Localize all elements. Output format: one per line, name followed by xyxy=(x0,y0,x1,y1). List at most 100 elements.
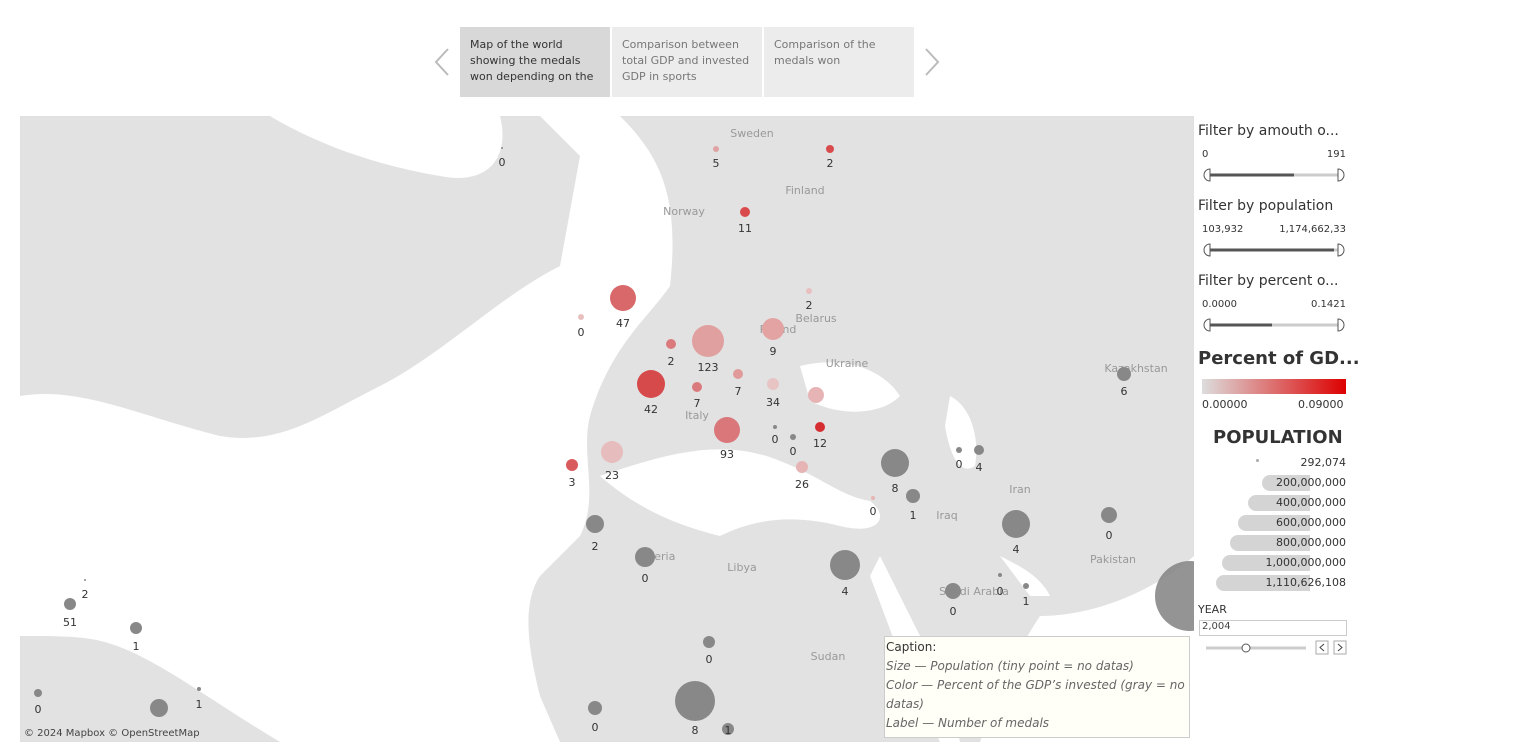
marker[interactable] xyxy=(806,288,812,294)
medal-label: 1 xyxy=(196,698,203,711)
marker[interactable] xyxy=(1155,561,1194,631)
range-slider[interactable] xyxy=(1200,317,1350,333)
caption-title: Caption: xyxy=(886,640,937,654)
marker[interactable] xyxy=(64,598,76,610)
marker[interactable] xyxy=(945,583,961,599)
medal-label: 123 xyxy=(698,361,719,374)
marker[interactable] xyxy=(84,579,86,581)
marker[interactable] xyxy=(601,441,623,463)
country-label: Iran xyxy=(1009,483,1031,496)
medal-label: 0 xyxy=(706,653,713,666)
marker[interactable] xyxy=(733,369,743,379)
marker[interactable] xyxy=(1101,507,1117,523)
marker[interactable] xyxy=(566,459,578,471)
medal-label: 0 xyxy=(772,433,779,446)
marker[interactable] xyxy=(881,449,909,477)
country-label: Pakistan xyxy=(1090,553,1136,566)
marker[interactable] xyxy=(714,417,740,443)
country-label: Finland xyxy=(785,184,824,197)
country-label: Sudan xyxy=(811,650,846,663)
marker[interactable] xyxy=(773,425,777,429)
filter-min: 0 xyxy=(1202,149,1209,160)
marker[interactable] xyxy=(871,496,875,500)
medal-label: 4 xyxy=(976,461,983,474)
filter-max: 1,174,662,33 xyxy=(1279,224,1346,235)
caption-line: Size — Population (tiny point = no datas… xyxy=(886,659,1134,673)
filter-max: 0.1421 xyxy=(1311,299,1346,310)
medal-label: 0 xyxy=(592,721,599,734)
size-label: 600,000,000 xyxy=(1276,516,1346,529)
marker[interactable] xyxy=(610,285,636,311)
marker[interactable] xyxy=(637,370,665,398)
marker[interactable] xyxy=(1117,367,1131,381)
story-arrows xyxy=(434,48,940,76)
marker[interactable] xyxy=(713,146,719,152)
size-label: 1,110,626,108 xyxy=(1265,576,1346,589)
year-slider[interactable] xyxy=(1200,638,1350,656)
marker[interactable] xyxy=(815,422,825,432)
marker[interactable] xyxy=(826,145,834,153)
country-label: Iraq xyxy=(936,509,958,522)
story-point[interactable]: Comparison of the medals won xyxy=(764,27,914,97)
marker[interactable] xyxy=(906,489,920,503)
medal-label: 8 xyxy=(692,724,699,737)
size-swatch xyxy=(1256,459,1259,462)
marker[interactable] xyxy=(796,461,808,473)
marker[interactable] xyxy=(830,550,860,580)
legend-title: POPULATION xyxy=(1213,427,1343,448)
marker[interactable] xyxy=(692,325,724,357)
medal-label: 1 xyxy=(1023,595,1030,608)
story-point[interactable]: Map of the world showing the medals won … xyxy=(460,27,610,97)
medal-label: 0 xyxy=(790,445,797,458)
atlantic xyxy=(20,116,673,742)
marker[interactable] xyxy=(767,378,779,390)
medal-label: 0 xyxy=(499,156,506,169)
medal-label: 11 xyxy=(738,222,752,235)
marker[interactable] xyxy=(740,207,750,217)
marker[interactable] xyxy=(722,723,734,735)
color-ramp xyxy=(1202,379,1346,394)
marker[interactable] xyxy=(588,701,602,715)
medal-label: 0 xyxy=(642,572,649,585)
marker[interactable] xyxy=(808,387,824,403)
story-point[interactable]: Comparison between total GDP and investe… xyxy=(612,27,762,97)
marker[interactable] xyxy=(1002,510,1030,538)
caspian xyxy=(945,396,977,469)
range-slider[interactable] xyxy=(1200,167,1350,183)
medal-label: 0 xyxy=(997,585,1004,598)
year-input[interactable]: 2,004 xyxy=(1199,620,1347,636)
marker[interactable] xyxy=(666,339,676,349)
marker[interactable] xyxy=(635,547,655,567)
marker[interactable] xyxy=(34,689,42,697)
marker[interactable] xyxy=(150,699,168,717)
next-arrow[interactable] xyxy=(925,48,940,76)
medal-label: 9 xyxy=(770,345,777,358)
medal-label: 34 xyxy=(766,396,780,409)
marker[interactable] xyxy=(956,447,962,453)
year-title: YEAR xyxy=(1198,603,1227,616)
medal-label: 51 xyxy=(63,616,77,629)
marker[interactable] xyxy=(501,147,503,149)
marker[interactable] xyxy=(675,681,715,721)
marker[interactable] xyxy=(790,434,796,440)
medal-label: 5 xyxy=(713,157,720,170)
medal-label: 42 xyxy=(644,403,658,416)
medal-label: 7 xyxy=(735,385,742,398)
country-label: Norway xyxy=(663,205,705,218)
marker[interactable] xyxy=(1023,583,1029,589)
medal-label: 7 xyxy=(694,397,701,410)
range-slider[interactable] xyxy=(1200,242,1350,258)
prev-arrow[interactable] xyxy=(434,48,449,76)
marker[interactable] xyxy=(692,382,702,392)
marker[interactable] xyxy=(578,314,584,320)
country-label: Italy xyxy=(685,409,709,422)
marker[interactable] xyxy=(703,636,715,648)
marker[interactable] xyxy=(130,622,142,634)
marker[interactable] xyxy=(998,573,1002,577)
marker[interactable] xyxy=(197,687,201,691)
size-label: 400,000,000 xyxy=(1276,496,1346,509)
marker[interactable] xyxy=(586,515,604,533)
medal-label: 0 xyxy=(35,703,42,716)
marker[interactable] xyxy=(762,318,784,340)
marker[interactable] xyxy=(974,445,984,455)
